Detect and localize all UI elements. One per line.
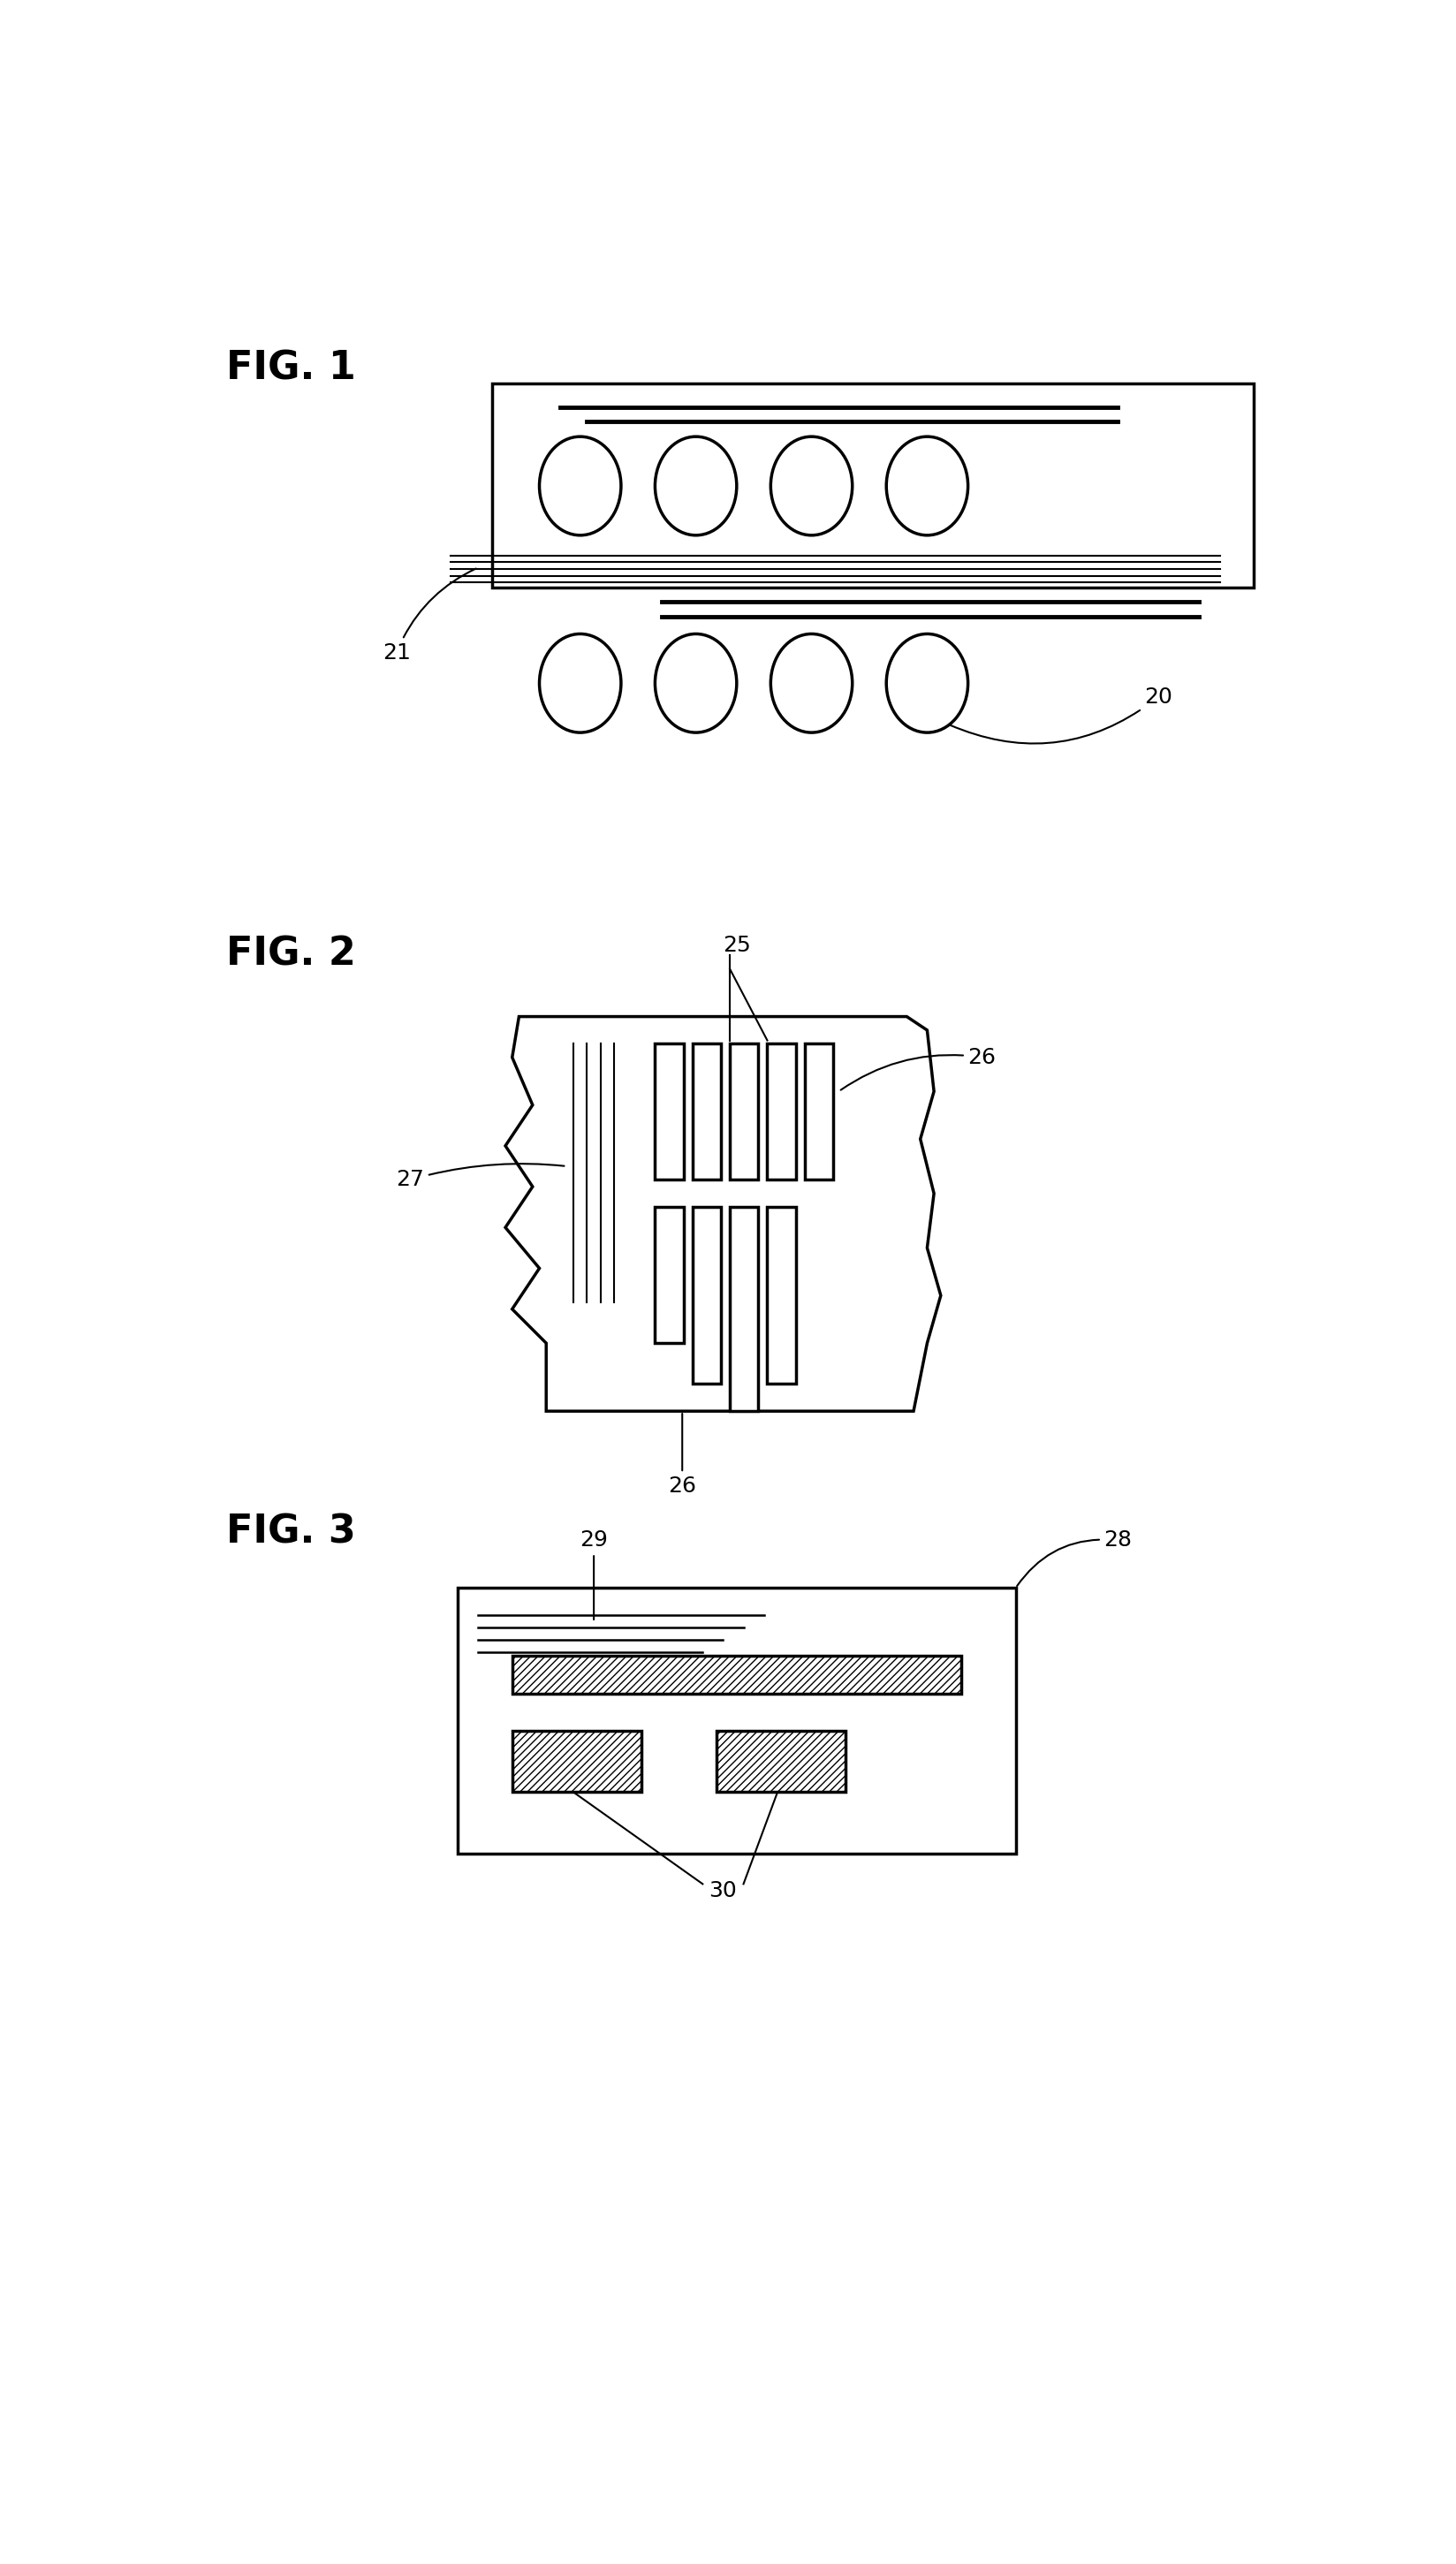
Text: 27: 27 bbox=[396, 1164, 563, 1190]
Text: FIG. 3: FIG. 3 bbox=[227, 1513, 357, 1551]
Bar bbox=[492, 385, 1254, 587]
Text: 21: 21 bbox=[383, 569, 476, 664]
Bar bbox=[655, 1044, 684, 1179]
Bar bbox=[513, 1656, 961, 1692]
Bar bbox=[655, 1208, 684, 1344]
Polygon shape bbox=[505, 1015, 941, 1410]
Bar bbox=[767, 1044, 796, 1179]
Ellipse shape bbox=[655, 633, 737, 733]
Ellipse shape bbox=[770, 436, 852, 536]
Bar bbox=[513, 1731, 642, 1792]
Bar bbox=[457, 1587, 1016, 1854]
Text: 29: 29 bbox=[579, 1531, 609, 1620]
Ellipse shape bbox=[539, 436, 622, 536]
Bar bbox=[767, 1208, 796, 1385]
Ellipse shape bbox=[655, 436, 737, 536]
Bar bbox=[805, 1044, 833, 1179]
Ellipse shape bbox=[887, 436, 968, 536]
Text: 26: 26 bbox=[668, 1413, 696, 1497]
Ellipse shape bbox=[770, 633, 852, 733]
Text: 20: 20 bbox=[949, 687, 1172, 744]
Text: 28: 28 bbox=[1016, 1531, 1133, 1587]
Text: FIG. 2: FIG. 2 bbox=[227, 936, 357, 972]
Text: 26: 26 bbox=[840, 1046, 996, 1090]
Ellipse shape bbox=[539, 633, 622, 733]
Bar bbox=[693, 1208, 721, 1385]
Ellipse shape bbox=[887, 633, 968, 733]
Text: 30: 30 bbox=[709, 1879, 737, 1902]
Bar bbox=[693, 1044, 721, 1179]
Bar bbox=[729, 1044, 759, 1179]
Bar bbox=[716, 1731, 846, 1792]
Text: 25: 25 bbox=[722, 933, 751, 956]
Text: FIG. 1: FIG. 1 bbox=[227, 349, 357, 387]
Bar bbox=[729, 1208, 759, 1410]
